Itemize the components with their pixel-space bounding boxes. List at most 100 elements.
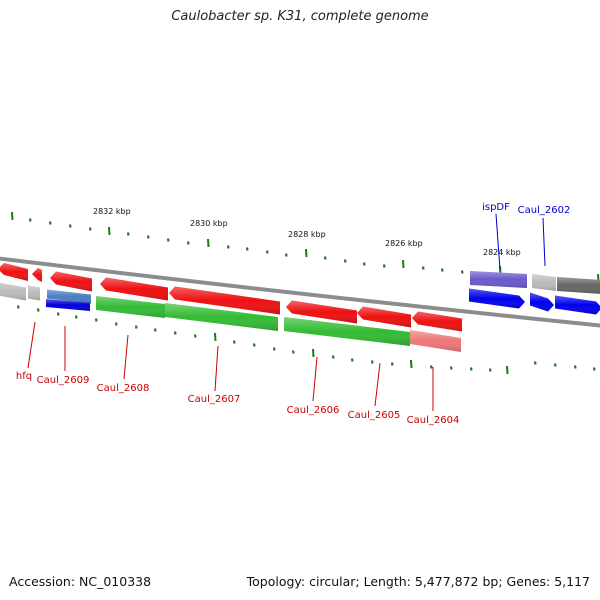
major-tick — [108, 226, 111, 236]
reverse-gene — [169, 286, 280, 315]
map-title: Caulobacter sp. K31, complete genome — [171, 9, 429, 24]
minor-tick — [323, 256, 327, 260]
minor-tick — [153, 328, 157, 332]
minor-tick — [429, 365, 433, 369]
minor-tick — [343, 259, 347, 263]
kbp-label: 2826 kbp — [385, 239, 423, 248]
annotation-band — [28, 285, 40, 301]
major-tick — [402, 259, 405, 269]
label-leader-line — [123, 334, 129, 380]
label-leader-line — [214, 345, 219, 392]
reverse-gene — [357, 306, 411, 328]
gene-label: Caul_2606 — [287, 405, 340, 416]
gene-label: Caul_2607 — [188, 394, 241, 405]
annotation-band — [96, 296, 165, 318]
annotation-bands — [0, 282, 461, 352]
annotation-band — [46, 299, 90, 311]
gene-label: Caul_2604 — [407, 415, 460, 426]
reverse-gene — [32, 268, 42, 282]
label-leaders — [27, 213, 546, 411]
minor-tick — [88, 227, 92, 231]
minor-tick — [28, 218, 32, 222]
major-tick — [11, 211, 14, 221]
label-leader-line — [495, 213, 501, 271]
minor-tick — [36, 308, 40, 312]
minor-tick — [114, 322, 118, 326]
minor-tick — [146, 235, 150, 239]
minor-tick — [173, 331, 177, 335]
minor-tick — [390, 362, 394, 366]
minor-tick — [226, 245, 230, 249]
major-tick — [207, 238, 210, 248]
minor-tick — [68, 224, 72, 228]
gene-label: Caul_2609 — [37, 375, 90, 386]
gene-track — [0, 263, 600, 332]
genome-summary: Topology: circular; Length: 5,477,872 bp… — [246, 574, 590, 589]
minor-tick — [553, 363, 557, 367]
annotation-band — [410, 330, 461, 352]
forward-gene — [532, 274, 556, 291]
minor-tick — [94, 318, 98, 322]
minor-tick — [449, 366, 453, 370]
minor-tick — [362, 262, 366, 266]
minor-tick — [166, 238, 170, 242]
minor-tick — [533, 361, 537, 365]
minor-tick — [134, 325, 138, 329]
minor-tick — [193, 334, 197, 338]
kbp-label: 2824 kbp — [483, 248, 521, 257]
label-leader-line — [374, 362, 381, 407]
annotation-band — [284, 317, 410, 346]
minor-tick — [440, 268, 444, 272]
annotation-band — [165, 303, 278, 331]
reverse-gene — [100, 277, 168, 301]
minor-tick — [186, 241, 190, 245]
kbp-labels: 2832 kbp 2830 kbp 2828 kbp 2826 kbp 2824 kbp — [93, 207, 521, 257]
minor-tick — [460, 270, 464, 274]
inner-tick-marks — [16, 305, 596, 375]
reverse-gene — [412, 311, 462, 332]
kbp-label: 2828 kbp — [288, 230, 326, 239]
minor-tick — [592, 367, 596, 371]
gene-label: Caul_2602 — [518, 205, 571, 216]
forward-gene — [469, 288, 525, 309]
major-tick — [410, 359, 413, 369]
minor-tick — [56, 312, 60, 316]
major-tick — [305, 248, 308, 258]
minor-tick — [421, 266, 425, 270]
major-tick — [506, 365, 509, 375]
minor-tick — [245, 247, 249, 251]
reverse-gene — [0, 263, 28, 281]
outer-tick-marks — [11, 211, 600, 283]
gene-label: Caul_2605 — [348, 410, 401, 421]
minor-tick — [291, 350, 295, 354]
forward-gene — [557, 277, 600, 294]
minor-tick — [126, 232, 130, 236]
minor-tick — [488, 368, 492, 372]
minor-tick — [573, 365, 577, 369]
annotation-band — [47, 289, 91, 304]
minor-tick — [370, 360, 374, 364]
minor-tick — [265, 250, 269, 254]
kbp-label: 2830 kbp — [190, 219, 228, 228]
minor-tick — [16, 305, 20, 309]
forward-gene — [470, 271, 527, 288]
label-leader-line — [312, 356, 318, 402]
major-tick — [214, 332, 217, 342]
gene-label: hfq — [16, 371, 32, 382]
forward-gene — [555, 295, 600, 315]
reverse-gene — [50, 271, 92, 292]
minor-tick — [74, 315, 78, 319]
minor-tick — [382, 264, 386, 268]
genome-backbone — [0, 256, 600, 328]
forward-gene — [530, 292, 554, 312]
minor-tick — [469, 367, 473, 371]
kbp-label: 2832 kbp — [93, 207, 131, 216]
label-leader-line — [542, 217, 546, 267]
minor-tick — [252, 343, 256, 347]
annotation-band — [0, 282, 26, 301]
minor-tick — [272, 347, 276, 351]
label-leader-line — [27, 321, 36, 369]
minor-tick — [350, 358, 354, 362]
minor-tick — [284, 253, 288, 257]
